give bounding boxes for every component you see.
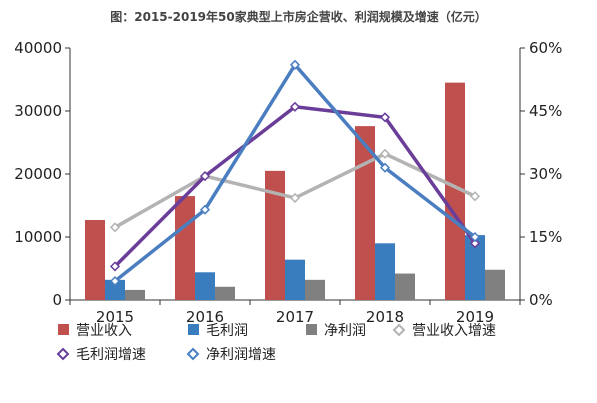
point-marker bbox=[469, 231, 481, 243]
y-right-tick-label: 0% bbox=[529, 291, 553, 309]
point-marker bbox=[379, 162, 391, 173]
series-line bbox=[113, 63, 477, 283]
y-left-tick-label: 40000 bbox=[14, 39, 62, 57]
x-tick-label: 2016 bbox=[186, 308, 224, 326]
bar bbox=[175, 196, 195, 300]
bar bbox=[305, 279, 325, 300]
x-tick-label: 2019 bbox=[456, 308, 494, 326]
y-left-tick-label: 20000 bbox=[14, 165, 62, 183]
point-marker bbox=[469, 238, 481, 249]
bar bbox=[445, 82, 465, 301]
y-right-tick-label: 45% bbox=[529, 102, 562, 120]
point-marker bbox=[199, 171, 211, 182]
point-marker bbox=[109, 276, 121, 287]
point-marker bbox=[289, 101, 301, 112]
bar bbox=[265, 170, 285, 300]
point-marker bbox=[469, 191, 481, 202]
ticks-group: 0 10000 20000 30000 40000 0% 15% 30% 45% 60% 2015 2… bbox=[14, 39, 562, 326]
bar bbox=[215, 286, 235, 300]
bar bbox=[85, 219, 105, 300]
legend-swatch bbox=[306, 324, 317, 335]
bar bbox=[465, 235, 485, 300]
point-marker bbox=[379, 148, 391, 159]
y-left-tick-label: 10000 bbox=[14, 228, 62, 246]
point-marker bbox=[289, 59, 301, 70]
chart-title: 图：2015-2019年50家典型上市房企营收、利润规模及增速（亿元） bbox=[110, 10, 487, 24]
lines-group bbox=[109, 59, 481, 287]
bar bbox=[395, 273, 415, 300]
y-left-tick-label: 0 bbox=[52, 291, 62, 309]
x-tick-label: 2015 bbox=[96, 308, 134, 326]
series-line bbox=[113, 105, 477, 268]
bar bbox=[485, 269, 505, 300]
legend-swatch bbox=[58, 324, 69, 335]
point-marker bbox=[199, 204, 211, 215]
legend-label: 营业收入 bbox=[76, 323, 132, 339]
bar bbox=[285, 259, 305, 300]
point-marker bbox=[109, 222, 121, 233]
point-marker bbox=[379, 112, 391, 123]
bar bbox=[375, 243, 395, 300]
x-tick-label: 2018 bbox=[366, 308, 404, 326]
legend-swatch bbox=[188, 324, 199, 335]
legend-marker bbox=[392, 323, 406, 337]
bars-group bbox=[85, 82, 505, 301]
bar bbox=[195, 272, 215, 300]
y-right-tick-label: 60% bbox=[529, 39, 562, 57]
y-right-tick-label: 15% bbox=[529, 228, 562, 246]
point-marker bbox=[109, 261, 121, 272]
bar bbox=[125, 289, 145, 300]
bar bbox=[105, 279, 125, 300]
legend-label: 毛利润 bbox=[206, 323, 248, 339]
point-marker bbox=[289, 192, 301, 204]
y-left-tick-label: 30000 bbox=[14, 102, 62, 120]
legend-marker bbox=[186, 347, 200, 361]
legend-label: 营业收入增速 bbox=[412, 323, 496, 339]
legend-label: 净利润 bbox=[324, 323, 366, 339]
bar bbox=[355, 126, 375, 301]
legend-marker bbox=[56, 347, 70, 361]
legend-label: 毛利润增速 bbox=[76, 347, 146, 363]
legend-label: 净利润增速 bbox=[206, 347, 276, 363]
x-tick-label: 2017 bbox=[276, 308, 314, 326]
y-right-tick-label: 30% bbox=[529, 165, 562, 183]
